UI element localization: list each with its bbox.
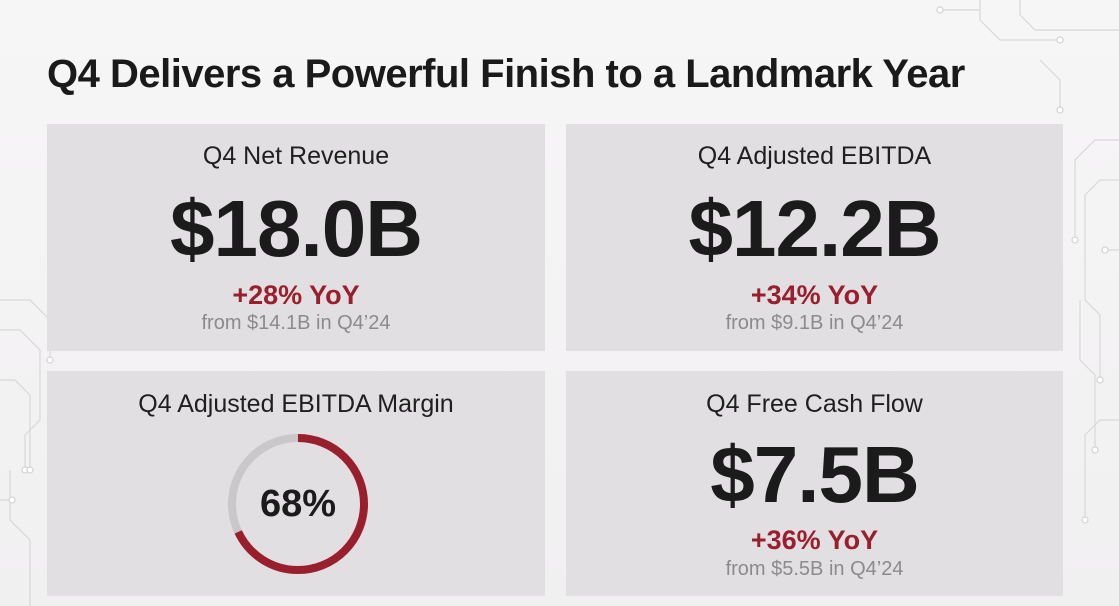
- adjusted-ebitda-prior: from $9.1B in Q4’24: [725, 312, 904, 334]
- net-revenue-card: Q4 Net Revenue $18.0B +28% YoY from $14.…: [47, 124, 545, 351]
- free-cash-flow-label: Q4 Free Cash Flow: [706, 390, 923, 418]
- adjusted-ebitda-label: Q4 Adjusted EBITDA: [697, 142, 932, 170]
- adjusted-ebitda-growth: +34% YoY: [750, 280, 879, 310]
- free-cash-flow-value: $7.5B: [710, 430, 919, 519]
- free-cash-flow-prior: from $5.5B in Q4’24: [725, 558, 904, 580]
- ebitda-margin-label: Q4 Adjusted EBITDA Margin: [138, 390, 454, 418]
- adjusted-ebitda-value: $12.2B: [688, 184, 942, 273]
- free-cash-flow-growth: +36% YoY: [750, 525, 879, 555]
- net-revenue-label: Q4 Net Revenue: [202, 142, 390, 170]
- free-cash-flow-card: Q4 Free Cash Flow $7.5B +36% YoY from $5…: [566, 371, 1063, 596]
- ebitda-margin-value: 68%: [259, 482, 337, 525]
- page-title: Q4 Delivers a Powerful Finish to a Landm…: [47, 52, 965, 96]
- net-revenue-value: $18.0B: [170, 184, 423, 273]
- net-revenue-prior: from $14.1B in Q4’24: [201, 312, 391, 334]
- gauge-progress-arc: [228, 434, 368, 574]
- net-revenue-growth: +28% YoY: [232, 280, 360, 310]
- ebitda-margin-card: Q4 Adjusted EBITDA Margin 68%: [47, 371, 545, 596]
- ebitda-margin-gauge: [228, 434, 368, 574]
- adjusted-ebitda-card: Q4 Adjusted EBITDA $12.2B +34% YoY from …: [566, 124, 1063, 351]
